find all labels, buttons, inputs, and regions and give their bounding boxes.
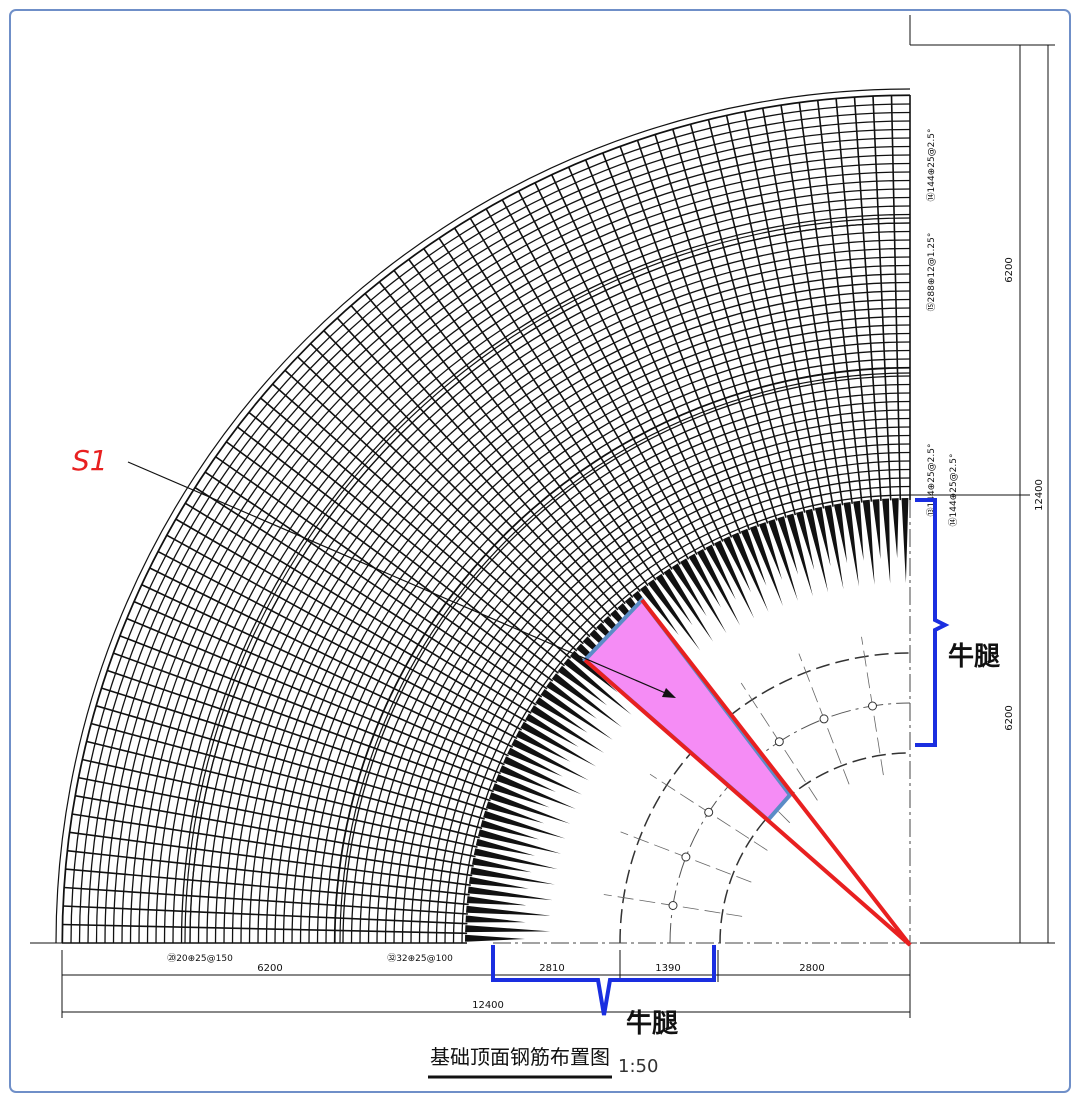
rebar-label: ⑳20⊕25@150 — [167, 953, 233, 964]
anchor-bars — [465, 498, 909, 942]
bolt — [774, 737, 784, 747]
ring-bands — [55, 88, 911, 944]
rebar-label: ㉜32⊕25@100 — [387, 953, 453, 964]
bolt — [868, 701, 877, 711]
dim-label: 12400 — [1034, 479, 1045, 511]
arrowhead — [662, 688, 676, 698]
dim-label: 2810 — [539, 963, 564, 974]
bolt — [668, 901, 678, 910]
bolt — [681, 852, 691, 862]
rebar-label: ⑭144⊕25@2.5° — [948, 454, 959, 527]
dimension-lines — [30, 15, 1055, 1018]
dim-label: 6200 — [257, 963, 282, 974]
dim-label: 2800 — [799, 963, 824, 974]
bracket — [915, 498, 950, 747]
dim-label: 1390 — [655, 963, 680, 974]
callout: S1 — [72, 444, 108, 477]
center-arc — [669, 702, 911, 944]
rebar-label: ⑮288⊕12@1.25° — [926, 233, 937, 312]
drawing-title: 基础顶面钢筋布置图 — [430, 1045, 610, 1069]
frame — [9, 9, 1071, 1093]
corbel-label: 牛腿 — [948, 642, 1000, 672]
bracket — [491, 945, 716, 1016]
corbel-label: 牛腿 — [626, 1009, 678, 1039]
leader-line — [127, 461, 671, 696]
segment-lines — [583, 598, 912, 947]
dim-label: 6200 — [1004, 705, 1015, 730]
radial-bars — [62, 95, 911, 944]
bolt — [704, 807, 714, 817]
dim-label: 6200 — [1004, 257, 1015, 282]
rebar-label: ⑭144⊕25@2.5° — [926, 129, 937, 202]
bolt — [819, 714, 829, 724]
dim-label: 12400 — [472, 1000, 504, 1011]
rebar-label: ⑬144⊕25@2.5° — [926, 444, 937, 517]
drawing-scale: 1:50 — [618, 1056, 658, 1077]
